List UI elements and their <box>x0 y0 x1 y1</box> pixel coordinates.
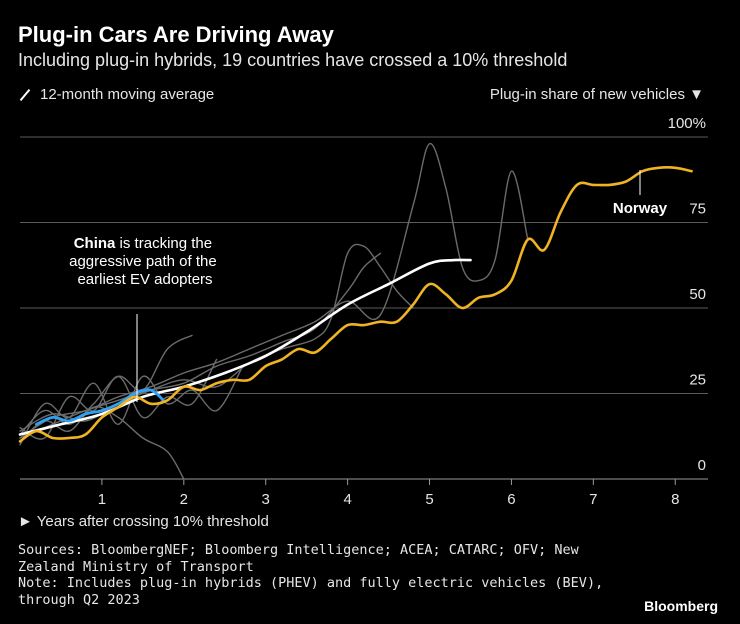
grid-lines <box>20 136 708 480</box>
china-annotation-rest: is tracking the <box>115 235 212 252</box>
y-tick-25: 25 <box>689 372 706 389</box>
footer-line-2: Zealand Ministry of Transport <box>18 558 254 575</box>
y-tick-50: 50 <box>689 286 706 303</box>
x-tick-3: 3 <box>262 491 270 508</box>
series-norway <box>18 166 693 443</box>
china-annotation-bold: China <box>74 235 116 252</box>
bloomberg-logo: Bloomberg <box>644 598 718 614</box>
x-tick-2: 2 <box>180 491 188 508</box>
series-lines <box>18 143 693 480</box>
china-annotation: China is tracking the aggressive path of… <box>69 235 221 288</box>
share-legend: Plug-in share of new vehicles ▼ <box>489 86 704 103</box>
y-tick-0: 0 <box>698 457 706 474</box>
x-tick-labels: 1 2 3 4 5 6 7 8 <box>98 479 679 508</box>
series-other-countries-1 <box>19 143 529 439</box>
china-annotation-line3: earliest EV adopters <box>77 271 212 288</box>
y-tick-75: 75 <box>689 201 706 218</box>
norway-label: Norway <box>613 200 668 217</box>
x-axis-note: ► Years after crossing 10% threshold <box>18 513 269 530</box>
x-tick-4: 4 <box>343 491 351 508</box>
series-other-countries-7 <box>19 252 382 439</box>
chart-title: Plug-in Cars Are Driving Away <box>18 22 334 47</box>
x-tick-7: 7 <box>589 491 597 508</box>
footer-line-1: Sources: BloombergNEF; Bloomberg Intelli… <box>18 542 579 558</box>
y-tick-labels: 0 25 50 75 100% <box>668 115 706 474</box>
y-tick-100: 100% <box>668 115 706 132</box>
moving-average-legend-label: 12-month moving average <box>40 86 215 103</box>
source-notes: Sources: BloombergNEF; Bloomberg Intelli… <box>18 542 603 608</box>
x-tick-8: 8 <box>671 491 679 508</box>
x-tick-1: 1 <box>98 491 106 508</box>
x-tick-5: 5 <box>425 491 433 508</box>
series-12-month-moving-average <box>18 258 472 436</box>
chart-subtitle: Including plug-in hybrids, 19 countries … <box>18 50 568 70</box>
moving-average-legend: 12-month moving average <box>18 86 214 103</box>
series-other-countries-5 <box>19 334 193 436</box>
china-annotation-line2: aggressive path of the <box>69 253 217 270</box>
footer-line-4: through Q2 2023 <box>18 591 140 608</box>
series-china <box>35 388 165 426</box>
x-tick-6: 6 <box>507 491 515 508</box>
footer-line-3: Note: Includes plug-in hybrids (PHEV) an… <box>18 575 604 591</box>
series-other-countries-3 <box>19 368 242 446</box>
